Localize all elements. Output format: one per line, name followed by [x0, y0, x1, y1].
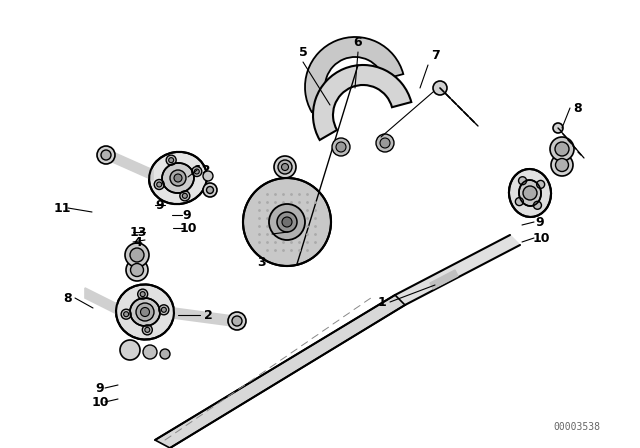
Ellipse shape: [116, 284, 174, 340]
Circle shape: [274, 156, 296, 178]
Circle shape: [161, 307, 166, 312]
Circle shape: [336, 142, 346, 152]
Polygon shape: [173, 308, 233, 326]
Text: 10: 10: [179, 221, 196, 234]
Circle shape: [556, 159, 568, 172]
Circle shape: [154, 180, 164, 190]
Circle shape: [145, 327, 150, 332]
Circle shape: [160, 349, 170, 359]
Circle shape: [180, 191, 190, 201]
Circle shape: [523, 186, 537, 200]
Circle shape: [101, 150, 111, 160]
Circle shape: [534, 201, 541, 209]
Circle shape: [136, 303, 154, 321]
Circle shape: [282, 217, 292, 227]
Text: 13: 13: [129, 225, 147, 238]
Circle shape: [120, 340, 140, 360]
Circle shape: [551, 154, 573, 176]
Polygon shape: [430, 270, 458, 289]
Circle shape: [140, 292, 145, 297]
Circle shape: [121, 309, 131, 319]
Circle shape: [203, 183, 217, 197]
Circle shape: [141, 307, 150, 316]
Ellipse shape: [149, 152, 207, 204]
Circle shape: [376, 134, 394, 152]
Circle shape: [131, 263, 143, 276]
Circle shape: [195, 169, 199, 174]
Text: 00003538: 00003538: [553, 422, 600, 432]
Circle shape: [553, 123, 563, 133]
Circle shape: [174, 174, 182, 182]
Polygon shape: [85, 288, 117, 314]
Text: 5: 5: [299, 46, 307, 59]
Circle shape: [555, 142, 569, 156]
Text: 11: 11: [53, 202, 71, 215]
Wedge shape: [305, 37, 403, 112]
Polygon shape: [155, 295, 405, 448]
Text: 9: 9: [156, 198, 164, 211]
Ellipse shape: [130, 298, 160, 326]
Circle shape: [142, 325, 152, 335]
Circle shape: [550, 137, 574, 161]
Circle shape: [380, 138, 390, 148]
Circle shape: [138, 289, 148, 299]
Circle shape: [277, 212, 297, 232]
Circle shape: [332, 138, 350, 156]
Text: 4: 4: [291, 225, 300, 238]
Circle shape: [228, 312, 246, 330]
Text: 9: 9: [536, 215, 544, 228]
Text: 8: 8: [64, 292, 72, 305]
Circle shape: [537, 181, 545, 189]
Circle shape: [130, 248, 144, 262]
Circle shape: [515, 198, 524, 206]
Circle shape: [518, 177, 527, 185]
Text: 7: 7: [431, 48, 440, 61]
Circle shape: [192, 167, 202, 177]
Text: 3: 3: [258, 255, 266, 268]
Text: 2: 2: [204, 309, 212, 322]
Ellipse shape: [162, 163, 194, 193]
Text: 8: 8: [573, 102, 582, 115]
Text: 4: 4: [134, 236, 142, 249]
Circle shape: [170, 170, 186, 186]
Circle shape: [278, 160, 292, 174]
Circle shape: [143, 345, 157, 359]
Circle shape: [433, 81, 447, 95]
Ellipse shape: [519, 180, 541, 206]
Circle shape: [169, 158, 173, 163]
Circle shape: [97, 146, 115, 164]
Circle shape: [282, 164, 289, 171]
Circle shape: [269, 204, 305, 240]
Circle shape: [166, 155, 176, 165]
Text: 10: 10: [532, 232, 550, 245]
Text: 10: 10: [92, 396, 109, 409]
Circle shape: [182, 194, 188, 198]
Circle shape: [243, 178, 331, 266]
Circle shape: [157, 182, 162, 187]
Text: 1: 1: [378, 296, 387, 309]
Circle shape: [159, 305, 169, 315]
Polygon shape: [108, 150, 153, 180]
Wedge shape: [313, 65, 412, 140]
Text: 9: 9: [182, 208, 191, 221]
Circle shape: [125, 243, 149, 267]
Polygon shape: [395, 235, 520, 305]
Circle shape: [203, 171, 213, 181]
Circle shape: [207, 186, 214, 194]
Text: 9: 9: [96, 382, 104, 395]
Text: 6: 6: [354, 35, 362, 48]
Text: 12: 12: [193, 164, 211, 177]
Circle shape: [126, 259, 148, 281]
Circle shape: [232, 316, 242, 326]
Circle shape: [124, 312, 129, 317]
Ellipse shape: [509, 169, 551, 217]
